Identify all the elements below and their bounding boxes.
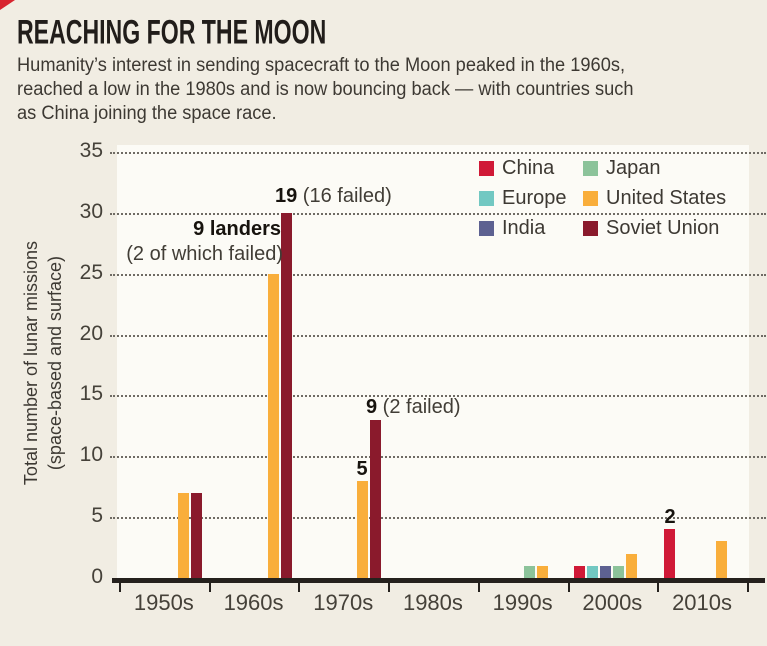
y-axis-title-line-1: Total number of lunar missions <box>21 240 41 486</box>
bar-1950s-soviet-union <box>190 492 202 578</box>
gridline-15 <box>110 395 766 398</box>
bar-2000s-china <box>574 565 586 578</box>
annotation-2-bold: 19 <box>275 185 298 207</box>
x-label-1950s: 1950s <box>133 590 194 615</box>
subtitle-line-3: as China joining the space race. <box>17 103 277 124</box>
legend-swatch-icon <box>583 161 598 176</box>
y-tick-label-20: 20 <box>79 321 103 345</box>
annotation-0-bold: 9 landers <box>193 218 281 240</box>
y-axis-title: Total number of lunar missions (space-ba… <box>19 143 69 583</box>
x-axis-tick-1 <box>208 583 211 592</box>
bar-2010s-united-states <box>716 541 728 578</box>
annotation-2: 19 (16 failed) <box>275 185 392 207</box>
legend-label: China <box>502 157 555 179</box>
x-axis-tick-4 <box>477 583 480 592</box>
x-axis-tick-5 <box>567 583 570 592</box>
bar-1970s-united-states <box>357 480 369 578</box>
bar-1990s-united-states <box>536 565 548 578</box>
gridline-35 <box>110 152 766 155</box>
subtitle-line-2: reached a low in the 1980s and is now bo… <box>17 79 634 100</box>
bar-1950s-united-states <box>177 492 189 578</box>
x-label-1960s: 1960s <box>223 590 284 615</box>
legend-label: Japan <box>606 157 661 179</box>
bar-2010s-china <box>664 529 676 578</box>
annotation-1: (2 of which failed) <box>126 243 283 265</box>
legend-swatch-icon <box>583 221 598 236</box>
legend-label: Europe <box>502 187 567 209</box>
bar-1990s-japan <box>523 565 535 578</box>
gridline-20 <box>110 334 766 337</box>
y-axis-title-line-2: (space-based and surface) <box>45 255 65 471</box>
y-tick-label-10: 10 <box>79 443 103 467</box>
plot-area <box>117 145 749 578</box>
y-tick-label-25: 25 <box>79 260 103 284</box>
x-label-1990s: 1990s <box>492 590 553 615</box>
gridline-10 <box>110 456 766 459</box>
bar-1960s-united-states <box>267 273 279 578</box>
annotation-4-bold: 5 <box>356 458 368 480</box>
legend-item-china: China <box>479 157 583 179</box>
x-axis-tick-7 <box>746 583 749 592</box>
bar-2000s-europe <box>587 565 599 578</box>
y-tick-label-15: 15 <box>79 382 103 406</box>
legend-swatch-icon <box>479 221 494 236</box>
annotation-3: 9 (2 failed) <box>366 396 461 418</box>
x-axis-tick-3 <box>388 583 391 592</box>
legend-item-japan: Japan <box>583 157 726 179</box>
y-tick-label-30: 30 <box>79 199 103 223</box>
bar-2000s-united-states <box>626 553 638 578</box>
x-axis-tick-2 <box>298 583 301 592</box>
x-label-1980s: 1980s <box>402 590 463 615</box>
annotation-3-bold: 9 <box>366 396 378 418</box>
legend-label: United States <box>606 187 727 209</box>
chart-title: REACHING FOR THE MOON <box>17 12 327 51</box>
legend-item-europe: Europe <box>479 187 583 209</box>
gridline-30 <box>110 212 766 215</box>
y-tick-label-5: 5 <box>91 504 103 528</box>
x-axis-line <box>112 578 765 583</box>
bar-1960s-soviet-union <box>280 212 292 578</box>
gridline-5 <box>110 517 766 520</box>
legend-swatch-icon <box>583 191 598 206</box>
chart-subtitle: Humanity’s interest in sending spacecraf… <box>17 54 633 126</box>
legend-swatch-icon <box>479 191 494 206</box>
y-tick-label-0: 0 <box>91 565 103 589</box>
annotation-4: 5 <box>347 458 377 481</box>
x-axis-tick-6 <box>657 583 660 592</box>
bar-1970s-soviet-union <box>370 419 382 578</box>
annotation-5-bold: 2 <box>664 506 676 528</box>
subtitle-line-1: Humanity’s interest in sending spacecraf… <box>17 55 626 76</box>
annotation-0: 9 landers <box>193 218 281 241</box>
x-axis-tick-0 <box>119 583 121 592</box>
legend-item-united-states: United States <box>583 187 727 209</box>
x-label-1970s: 1970s <box>313 590 374 615</box>
gridline-25 <box>110 273 766 276</box>
legend-label: Soviet Union <box>606 217 720 239</box>
legend: China Japan Europe United States India Soviet… <box>479 157 727 239</box>
bar-2000s-india <box>600 565 612 578</box>
red-corner-triangle-icon <box>0 0 15 10</box>
legend-item-soviet-union: Soviet Union <box>583 217 726 239</box>
legend-item-india: India <box>479 217 583 239</box>
y-tick-label-35: 35 <box>79 139 103 163</box>
legend-swatch-icon <box>479 161 494 176</box>
legend-label: India <box>502 217 546 239</box>
annotation-5: 2 <box>655 506 685 529</box>
x-label-2000s: 2000s <box>582 590 643 615</box>
x-label-2010s: 2010s <box>672 590 733 615</box>
bar-2000s-japan <box>613 565 625 578</box>
